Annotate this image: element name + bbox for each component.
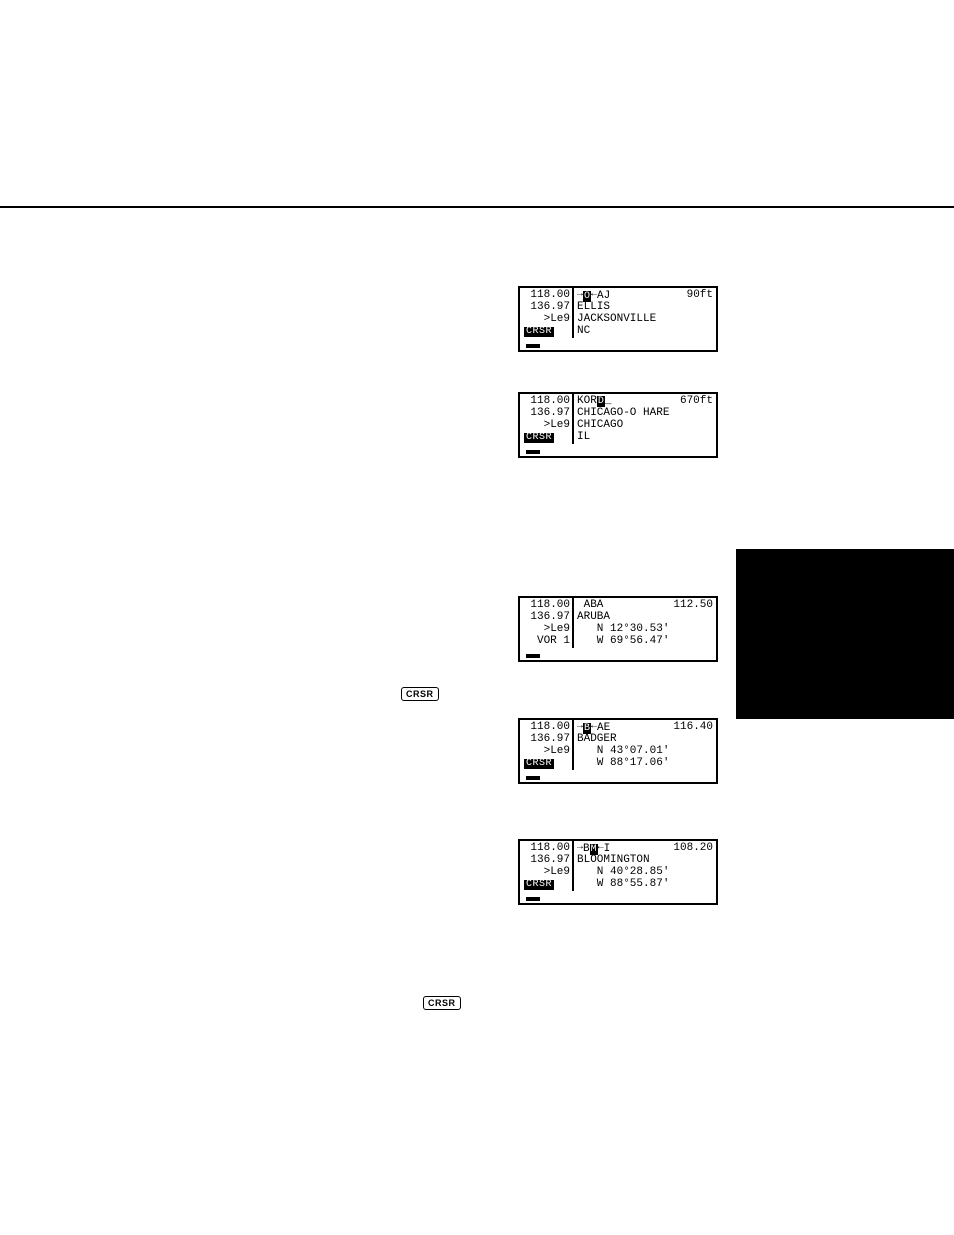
crsr-button[interactable]: CRSR xyxy=(401,687,439,701)
lcd-text-line: W 88°55.87' xyxy=(577,879,713,891)
lcd-underscore-cursor xyxy=(526,776,540,780)
lcd-right-column: KORD_670ftCHICAGO-O HARECHICAGOIL xyxy=(574,394,716,444)
lcd-text-line: CHICAGO xyxy=(577,420,713,432)
lcd-underscore-cursor xyxy=(526,897,540,901)
lcd-display: 118.00136.97>Le9CRSR→O←AJ90ftELLISJACKSO… xyxy=(518,286,718,352)
lcd-left-column: 118.00136.97>Le9CRSR xyxy=(520,394,574,444)
lcd-underscore-cursor xyxy=(526,344,540,348)
crsr-indicator: CRSR xyxy=(524,759,554,769)
lcd-left-value: >Le9 xyxy=(522,314,570,326)
ident-right-value: 670ft xyxy=(680,396,713,408)
lcd-display: 118.00136.97>Le9CRSRKORD_670ftCHICAGO-O … xyxy=(518,392,718,458)
lcd-left-column: 118.00136.97>Le9CRSR xyxy=(520,288,574,338)
lcd-text-line: IL xyxy=(577,432,713,444)
page-edge-tab xyxy=(736,549,954,719)
ident-right-value: 90ft xyxy=(687,290,713,302)
lcd-left-value: >Le9 xyxy=(522,420,570,432)
lcd-display: 118.00136.97>Le9VOR 1 ABA112.50ARUBA N 1… xyxy=(518,596,718,662)
crsr-indicator: CRSR xyxy=(524,433,554,443)
lcd-underscore-cursor xyxy=(526,450,540,454)
lcd-right-column: →B←AE116.40BADGER N 43°07.01' W 88°17.06… xyxy=(574,720,716,770)
lcd-left-value: >Le9 xyxy=(522,746,570,758)
lcd-right-column: →BM←I108.20BLOOMINGTON N 40°28.85' W 88°… xyxy=(574,841,716,891)
lcd-right-column: →O←AJ90ftELLISJACKSONVILLENC xyxy=(574,288,716,338)
crsr-button[interactable]: CRSR xyxy=(423,996,461,1010)
ident-right-value: 116.40 xyxy=(673,722,713,734)
lcd-left-column: 118.00136.97>Le9CRSR xyxy=(520,841,574,891)
lcd-text-line: NC xyxy=(577,326,713,338)
ident-right-value: 108.20 xyxy=(673,843,713,855)
lcd-text-line: W 69°56.47' xyxy=(577,636,713,648)
lcd-text-line: W 88°17.06' xyxy=(577,758,713,770)
lcd-display: 118.00136.97>Le9CRSR→BM←I108.20BLOOMINGT… xyxy=(518,839,718,905)
crsr-indicator: CRSR xyxy=(524,327,554,337)
lcd-display: 118.00136.97>Le9CRSR→B←AE116.40BADGER N … xyxy=(518,718,718,784)
lcd-left-column: 118.00136.97>Le9CRSR xyxy=(520,720,574,770)
cursor-char: D xyxy=(597,396,605,407)
lcd-right-column: ABA112.50ARUBA N 12°30.53' W 69°56.47' xyxy=(574,598,716,648)
lcd-underscore-cursor xyxy=(526,654,540,658)
lcd-left-value: VOR 1 xyxy=(522,636,570,648)
page-rule xyxy=(0,206,954,208)
ident-right-value: 112.50 xyxy=(673,600,713,612)
lcd-left-value: >Le9 xyxy=(522,867,570,879)
lcd-left-column: 118.00136.97>Le9VOR 1 xyxy=(520,598,574,648)
lcd-text-line: JACKSONVILLE xyxy=(577,314,713,326)
crsr-indicator: CRSR xyxy=(524,880,554,890)
